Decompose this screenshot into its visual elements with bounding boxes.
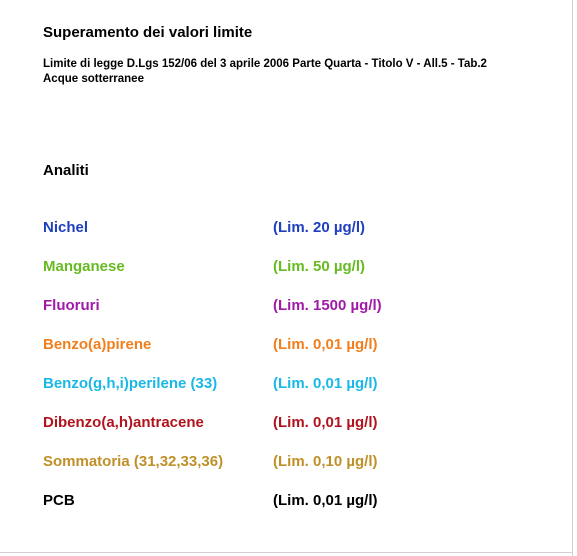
analyte-row: Sommatoria (31,32,33,36) (Lim. 0,10 µg/l… [43, 453, 523, 492]
analyte-row: Manganese (Lim. 50 µg/l) [43, 258, 523, 297]
subtitle-line-1: Limite di legge D.Lgs 152/06 del 3 april… [43, 58, 487, 70]
analyte-name: Benzo(g,h,i)perilene (33) [43, 375, 218, 392]
analyte-name: Fluoruri [43, 297, 100, 314]
analyte-limit: (Lim. 0,01 µg/l) [273, 492, 378, 509]
section-title-analiti: Analiti [43, 162, 89, 179]
page-border-bottom [0, 552, 573, 553]
analyte-limit: (Lim. 0,01 µg/l) [273, 414, 378, 431]
analyte-name: Nichel [43, 219, 89, 236]
analyte-limit: (Lim. 0,10 µg/l) [273, 453, 378, 470]
analyte-row: Nichel (Lim. 20 µg/l) [43, 219, 523, 258]
analyte-row: Benzo(a)pirene (Lim. 0,01 µg/l) [43, 336, 523, 375]
analyte-list: Nichel (Lim. 20 µg/l) Manganese (Lim. 50… [43, 219, 523, 531]
analyte-row: Dibenzo(a,h)antracene (Lim. 0,01 µg/l) [43, 414, 523, 453]
analyte-row: PCB (Lim. 0,01 µg/l) [43, 492, 523, 531]
page-border-right [572, 0, 573, 556]
analyte-name: Sommatoria (31,32,33,36) [43, 453, 224, 470]
page-subtitle: Limite di legge D.Lgs 152/06 del 3 april… [43, 57, 543, 87]
analyte-limit: (Lim. 0,01 µg/l) [273, 375, 378, 392]
analyte-limit: (Lim. 1500 µg/l) [273, 297, 382, 314]
analyte-limit: (Lim. 50 µg/l) [273, 258, 365, 275]
analyte-row: Fluoruri (Lim. 1500 µg/l) [43, 297, 523, 336]
page-title: Superamento dei valori limite [43, 24, 253, 41]
analyte-name: PCB [43, 492, 75, 509]
analyte-row: Benzo(g,h,i)perilene (33) (Lim. 0,01 µg/… [43, 375, 523, 414]
subtitle-line-2: Acque sotterranee [43, 73, 144, 85]
analyte-name: Benzo(a)pirene [43, 336, 152, 353]
analyte-name: Manganese [43, 258, 125, 275]
analyte-name: Dibenzo(a,h)antracene [43, 414, 204, 431]
analyte-limit: (Lim. 20 µg/l) [273, 219, 365, 236]
analyte-limit: (Lim. 0,01 µg/l) [273, 336, 378, 353]
